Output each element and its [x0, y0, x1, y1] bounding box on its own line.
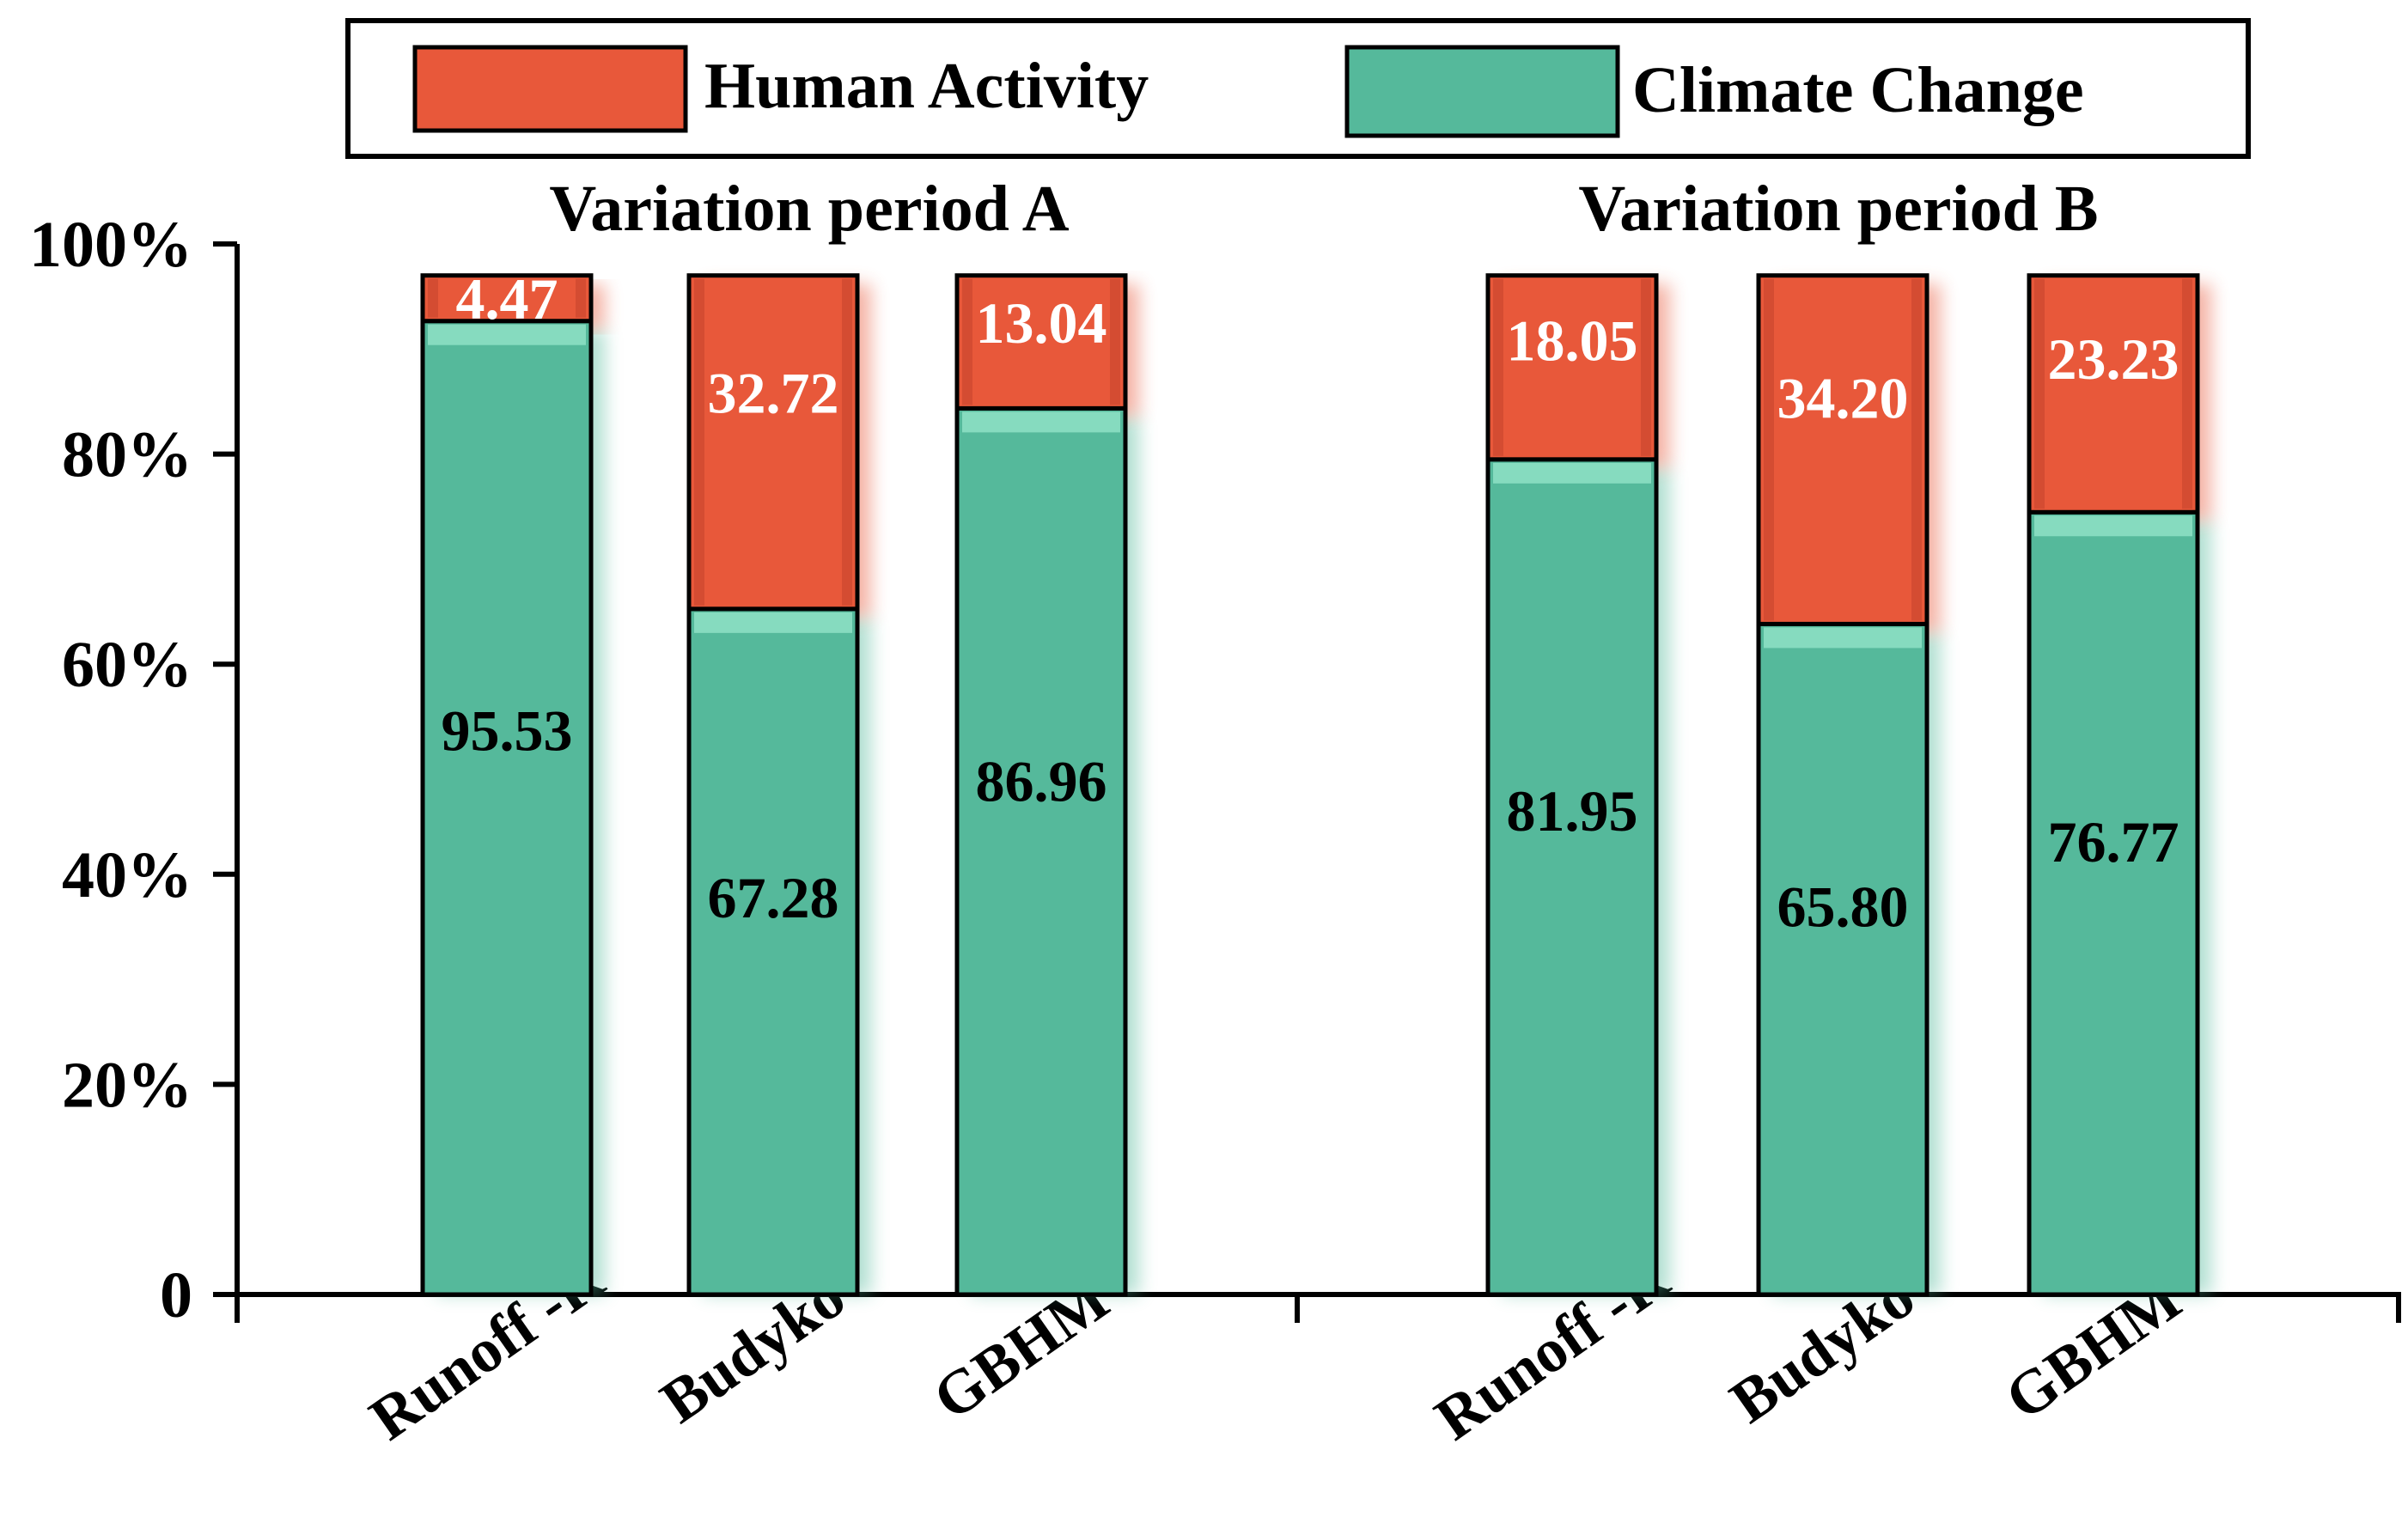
- bar-climate-highlight-g0-1: [694, 612, 852, 633]
- value-label-human-g1-0: 18.05: [1507, 308, 1638, 374]
- bar-human-edge-left-g1-2: [2034, 278, 2045, 509]
- y-tick-label-4: 80%: [62, 419, 192, 491]
- value-label-climate-g0-2: 86.96: [976, 749, 1107, 814]
- bar-climate-g0-0: [420, 319, 594, 1297]
- bar-human-edge-left-g1-0: [1493, 278, 1503, 456]
- value-label-climate-g1-0: 81.95: [1507, 778, 1638, 844]
- bar-human-edge-right-g0-1: [842, 278, 852, 606]
- bar-human-edge-right-g1-2: [2182, 278, 2192, 509]
- y-tick-label-1: 20%: [62, 1049, 192, 1121]
- value-label-human-g0-2: 13.04: [976, 290, 1107, 356]
- legend: Human Activity Climate Change: [345, 18, 2251, 159]
- value-label-climate-g1-2: 76.77: [2048, 809, 2179, 874]
- bar-climate-g1-2: [2027, 509, 2200, 1297]
- bar-climate-g0-1: [686, 606, 860, 1297]
- bar-human-edge-left-g0-0: [428, 278, 438, 318]
- bar-human-edge-right-g0-0: [576, 278, 586, 318]
- bar-human-g0-0: [420, 273, 594, 324]
- bar-climate-highlight-g1-1: [1764, 627, 1922, 649]
- legend-swatch-climate-change: [1344, 45, 1620, 138]
- value-label-human-g1-1: 34.20: [1777, 366, 1909, 431]
- bars: 4.47 95.53 32.72 67.28 13.04 86.96 18.05 81.95 3…: [420, 266, 2211, 1297]
- y-axis: 0 20% 40% 60% 80% 100%: [29, 209, 240, 1331]
- value-label-human-g0-1: 32.72: [708, 361, 839, 426]
- bar-climate-highlight-g1-2: [2034, 515, 2192, 537]
- bar-human-g0-1: [686, 273, 860, 612]
- bar-human-edge-right-g0-2: [1110, 278, 1120, 405]
- legend-label-human-activity: Human Activity: [704, 50, 1149, 122]
- value-label-climate-g1-1: 65.80: [1777, 874, 1909, 939]
- bar-human-edge-right-g1-1: [1911, 278, 1922, 621]
- bar-human-edge-left-g0-2: [962, 278, 972, 405]
- bar-human-g1-2: [2027, 273, 2200, 515]
- y-tick-label-0: 0: [160, 1259, 192, 1331]
- bar-climate-highlight-g1-0: [1493, 462, 1651, 484]
- bar-human-g1-1: [1756, 273, 1929, 626]
- value-label-human-g0-0: 4.47: [456, 266, 558, 332]
- legend-label-climate-change: Climate Change: [1632, 54, 2084, 126]
- y-tick-label-5: 100%: [29, 209, 192, 281]
- bar-climate-highlight-g0-2: [962, 411, 1120, 433]
- bar-climate-g1-1: [1756, 621, 1929, 1297]
- value-label-climate-g0-0: 95.53: [442, 698, 573, 764]
- bar-human-g0-2: [954, 273, 1128, 411]
- group-title-a: Variation period A: [549, 173, 1069, 245]
- bar-human-edge-left-g0-1: [694, 278, 704, 606]
- legend-swatch-human-activity: [412, 45, 688, 133]
- y-tick-label-2: 40%: [62, 839, 192, 911]
- bar-human-edge-right-g1-0: [1641, 278, 1651, 456]
- bar-human-edge-left-g1-1: [1764, 278, 1774, 621]
- value-label-human-g1-2: 23.23: [2048, 326, 2179, 392]
- bar-climate-highlight-g0-0: [428, 324, 586, 345]
- value-label-climate-g0-1: 67.28: [708, 865, 839, 930]
- bar-climate-g1-0: [1485, 457, 1659, 1297]
- bar-climate-g0-2: [954, 405, 1128, 1297]
- bar-human-g1-0: [1485, 273, 1659, 462]
- y-tick-label-3: 60%: [62, 629, 192, 701]
- group-title-b: Variation period B: [1578, 173, 2098, 245]
